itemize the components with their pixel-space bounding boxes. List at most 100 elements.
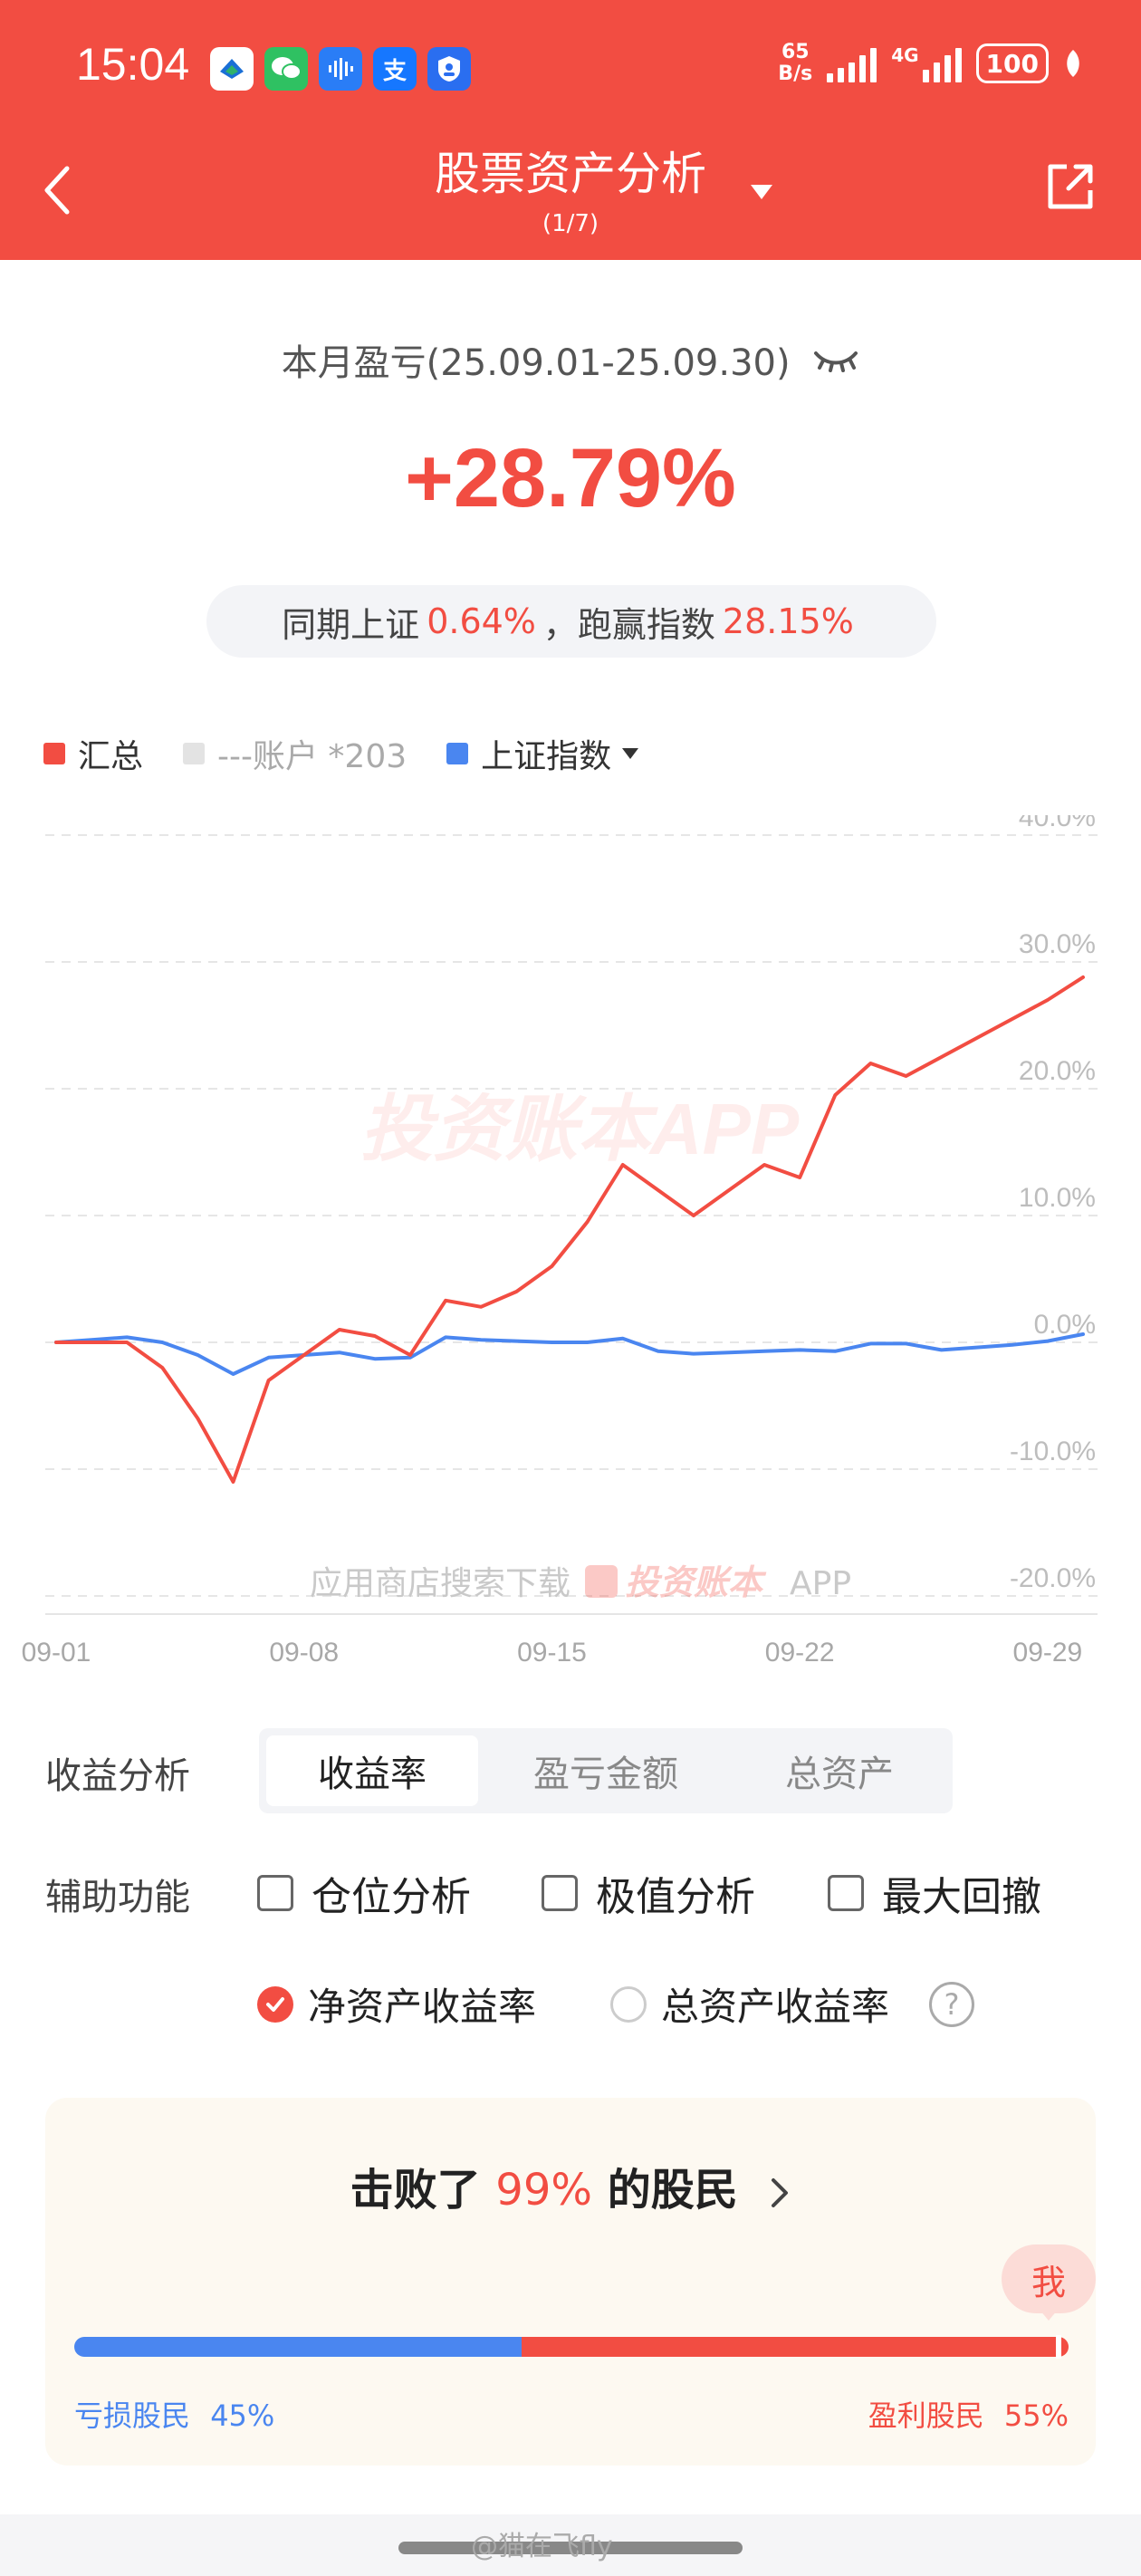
- beat-prefix: 击败了: [350, 2165, 481, 2216]
- legend-account-swatch: [183, 743, 206, 764]
- page-title[interactable]: 股票资产分析: [0, 138, 1141, 203]
- wechat-icon: [264, 47, 308, 91]
- leaf-icon: [1067, 50, 1079, 77]
- voice-icon: [319, 47, 362, 91]
- hide-eye-icon[interactable]: [812, 346, 859, 373]
- index-compare-pill: 同期上证 0.64% ，跑赢指数 28.15%: [206, 585, 936, 658]
- signal-icon: [827, 44, 877, 82]
- total-assets-return-radio[interactable]: 总资产收益率: [610, 1976, 889, 2032]
- x-tick-label: 09-15: [517, 1638, 587, 1668]
- home-indicator[interactable]: [398, 2542, 743, 2554]
- checkbox-label: 极值分析: [596, 1874, 755, 1920]
- period-row: 本月盈亏(25.09.01-25.09.30): [0, 333, 1141, 386]
- beat-investors-card[interactable]: 击败了 99% 的股民 我 亏损股民 45% 盈利股民 55%: [45, 2098, 1096, 2465]
- check-icon: [257, 1985, 293, 2023]
- checkbox-box: [542, 1875, 578, 1911]
- net-speed-unit: B/s: [778, 62, 813, 85]
- me-marker-tail: [1040, 2310, 1058, 2321]
- back-icon[interactable]: [36, 163, 82, 217]
- compare-prefix: 同期上证: [282, 604, 420, 645]
- x-tick-label: 09-08: [269, 1638, 339, 1668]
- x-tick-label: 09-22: [765, 1638, 835, 1668]
- legend-account[interactable]: ---账户 *203: [183, 730, 407, 777]
- aux-label: 辅助功能: [45, 1877, 190, 1918]
- my-position-marker: [1056, 2335, 1062, 2359]
- checkbox-label: 仓位分析: [312, 1874, 471, 1920]
- position-analysis-checkbox[interactable]: 仓位分析: [257, 1864, 471, 1922]
- metric-segmented-control: 收益率 盈亏金额 总资产: [259, 1728, 953, 1813]
- x-tick-label: 09-29: [1013, 1638, 1083, 1668]
- chart-bottom-watermark: 应用商店搜索下载 投资账本 APP: [310, 1562, 851, 1602]
- tab-profit-amount[interactable]: 盈亏金额: [533, 1754, 678, 1795]
- notification-icons: 支: [210, 47, 471, 91]
- page-title-text: 股票资产分析: [435, 148, 706, 200]
- net-speed: 65 B/s: [778, 42, 812, 85]
- net-assets-return-radio[interactable]: 净资产收益率: [257, 1976, 536, 2032]
- header-bar: 15:04 支 65 B/s 4G: [0, 0, 1141, 260]
- chevron-down-icon: [622, 748, 639, 759]
- period-label: 本月盈亏(25.09.01-25.09.30): [281, 342, 791, 384]
- page-index: (1/7): [542, 210, 599, 237]
- title-dropdown-icon[interactable]: [748, 181, 775, 203]
- legend-index-swatch: [446, 743, 469, 764]
- checkbox-box: [257, 1875, 293, 1911]
- share-icon[interactable]: [1043, 159, 1098, 214]
- status-time: 15:04: [76, 39, 190, 90]
- payment-icon: [210, 47, 254, 91]
- y-tick-label: 10.0%: [1019, 1183, 1096, 1213]
- loss-label: 亏损股民: [74, 2398, 191, 2433]
- investor-distribution-bar: [74, 2337, 1069, 2357]
- loss-segment: [74, 2337, 523, 2357]
- return-line-chart[interactable]: 40.0% 30.0% 20.0% 10.0% 0.0% -10.0% -20.0% 投资账…: [0, 815, 1141, 1685]
- chevron-right-icon: [772, 2178, 789, 2207]
- legend-total[interactable]: 汇总: [43, 730, 143, 777]
- checkbox-box: [828, 1875, 864, 1911]
- beat-pct: 99%: [495, 2165, 592, 2216]
- max-drawdown-checkbox[interactable]: 最大回撤: [828, 1864, 1041, 1922]
- gain-segment: [522, 2337, 1069, 2357]
- legend-total-swatch: [43, 743, 65, 764]
- battery-icon: 100: [975, 43, 1049, 83]
- help-icon[interactable]: ?: [929, 1982, 974, 2027]
- net-speed-value: 65: [781, 41, 810, 63]
- tab-return-rate[interactable]: 收益率: [266, 1735, 478, 1806]
- monthly-return: +28.79%: [405, 432, 736, 524]
- network-type: 4G: [891, 44, 919, 66]
- y-tick-label: 40.0%: [1019, 815, 1096, 832]
- status-right: 65 B/s 4G 100: [778, 42, 1083, 85]
- series-line: [54, 1332, 1085, 1376]
- y-tick-label: -20.0%: [1010, 1563, 1096, 1593]
- y-tick-label: 20.0%: [1019, 1056, 1096, 1086]
- watermark-download-text: 应用商店搜索下载: [310, 1565, 570, 1602]
- legend-account-label: ---账户 *203: [217, 738, 408, 775]
- status-bar: 15:04 支 65 B/s 4G: [0, 0, 1141, 136]
- legend-total-label: 汇总: [78, 738, 144, 775]
- analysis-label: 收益分析: [45, 1755, 190, 1797]
- series-line: [54, 975, 1085, 1484]
- legend-index-label: 上证指数: [481, 738, 612, 775]
- gain-label: 盈利股民: [868, 2398, 984, 2433]
- y-tick-label: -10.0%: [1010, 1437, 1096, 1466]
- battery-level: 100: [985, 48, 1039, 79]
- x-tick-label: 09-01: [22, 1638, 91, 1668]
- alipay-icon: 支: [373, 47, 417, 91]
- extreme-analysis-checkbox[interactable]: 极值分析: [542, 1864, 755, 1922]
- me-marker-bubble: 我: [1002, 2244, 1096, 2313]
- watermark-logo-icon: [585, 1565, 618, 1598]
- loss-pct: 45%: [210, 2398, 275, 2433]
- chart-legend: 汇总 ---账户 *203 上证指数: [43, 730, 680, 777]
- radio-circle: [610, 1985, 647, 2023]
- credit-watermark: @猫在飞fly: [471, 2531, 613, 2562]
- chart-watermark: 投资账本APP: [360, 1089, 800, 1169]
- checkbox-label: 最大回撤: [882, 1874, 1041, 1920]
- compare-mid: ，跑赢指数: [542, 604, 715, 645]
- watermark-brand: 投资账本: [625, 1562, 767, 1602]
- index-return: 0.64%: [427, 601, 536, 641]
- legend-index[interactable]: 上证指数: [446, 730, 640, 777]
- loss-legend: 亏损股民 45%: [74, 2393, 274, 2435]
- y-tick-label: 30.0%: [1019, 929, 1096, 959]
- network-4g-icon: 4G: [891, 44, 962, 82]
- radio-label: 总资产收益率: [661, 1985, 890, 2029]
- tab-total-assets[interactable]: 总资产: [785, 1754, 894, 1795]
- gain-pct: 55%: [1003, 2398, 1069, 2433]
